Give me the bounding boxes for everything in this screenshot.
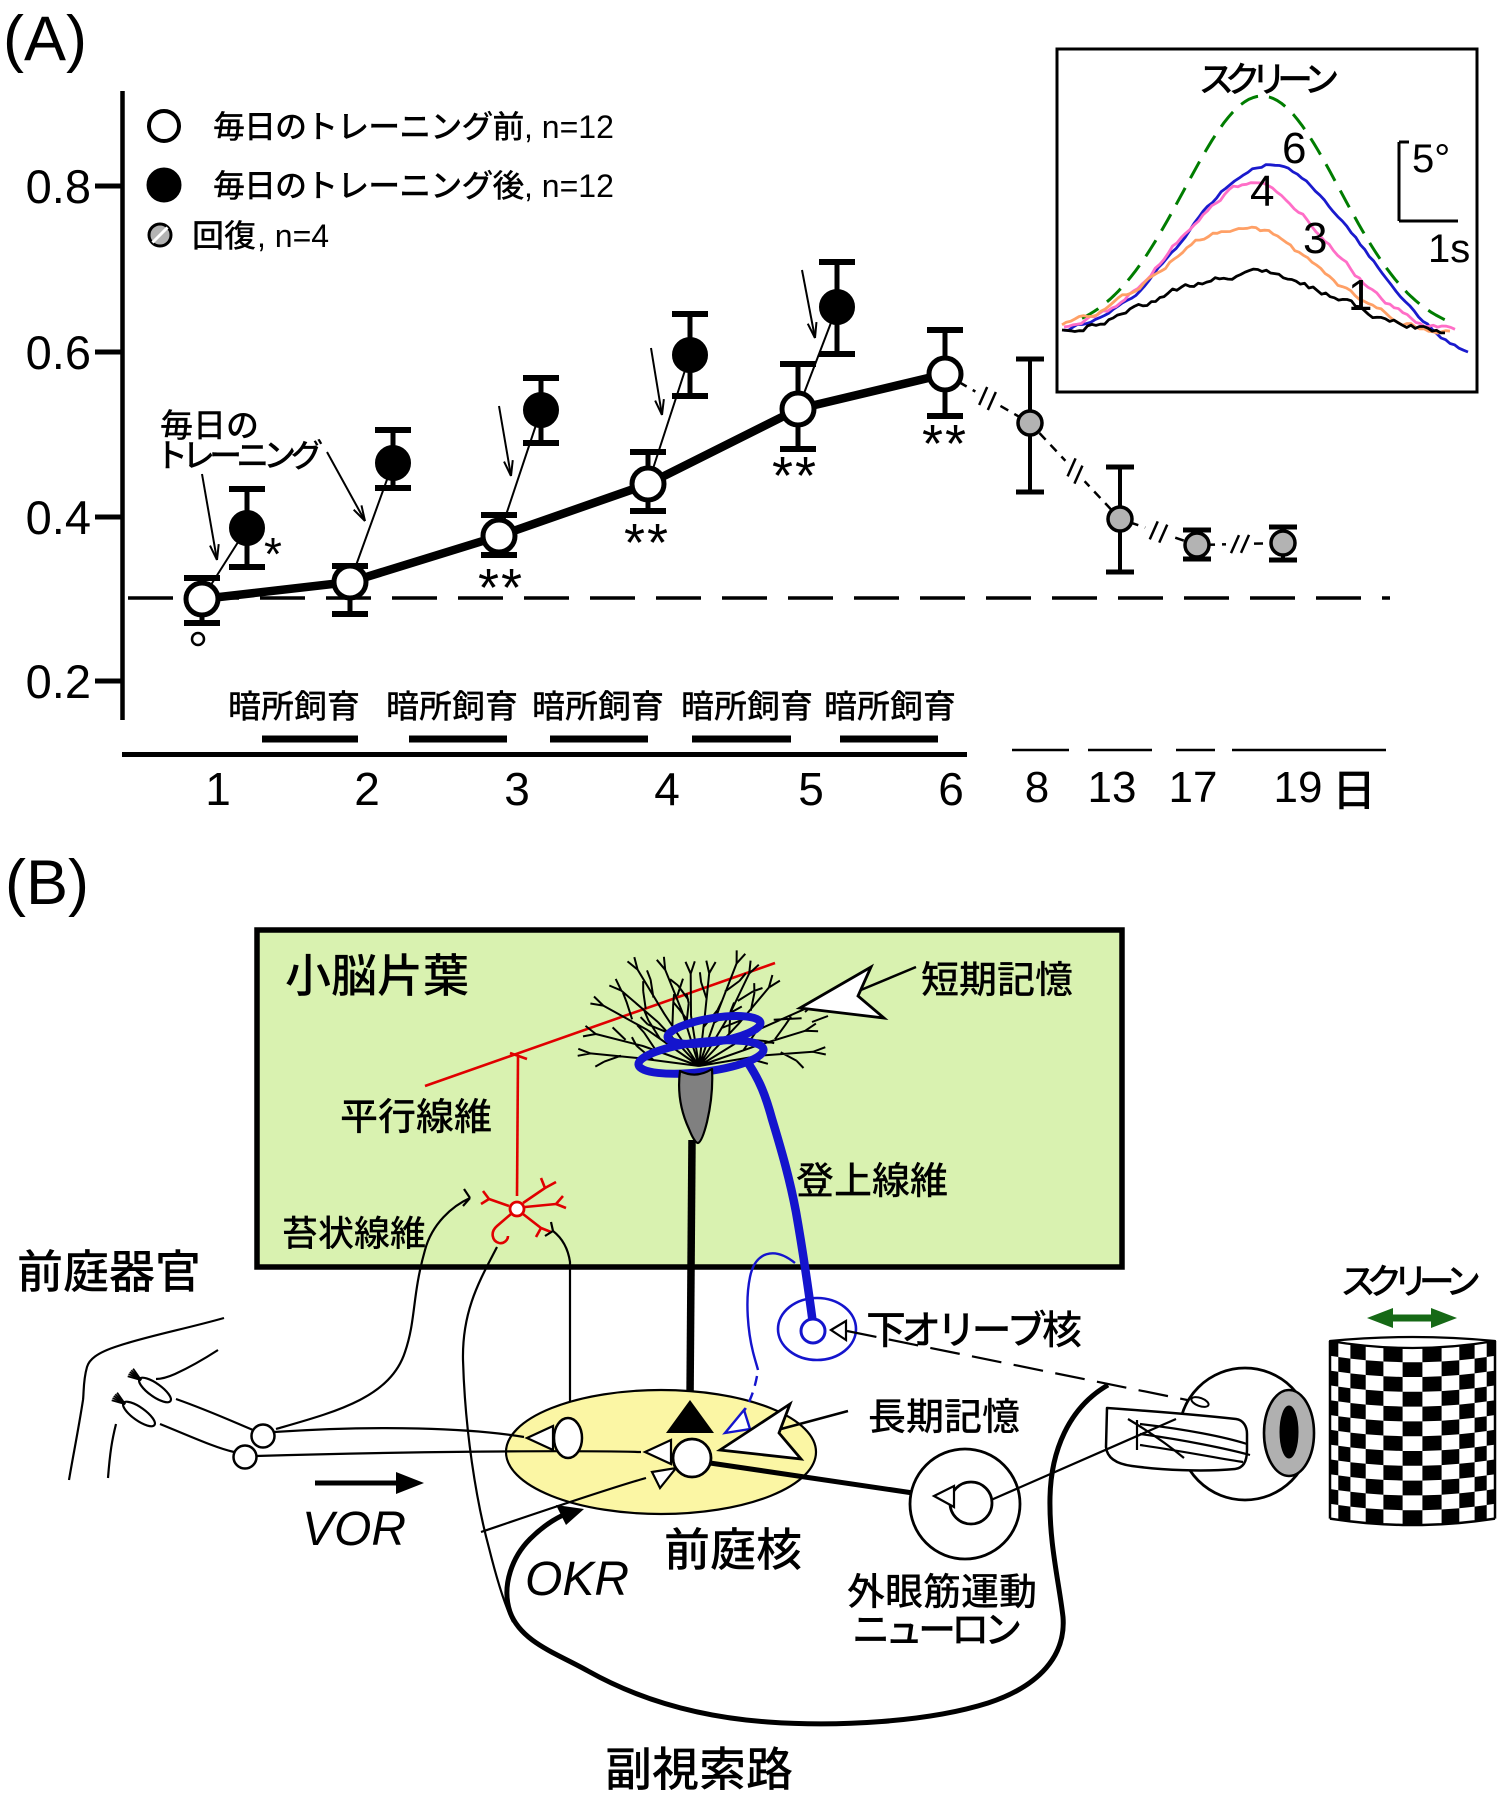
svg-text:6: 6: [938, 763, 964, 815]
svg-text:0.6: 0.6: [26, 326, 91, 379]
svg-text:3: 3: [1303, 214, 1327, 263]
svg-text:**: **: [478, 558, 524, 618]
svg-text:, n=12: , n=12: [524, 168, 614, 204]
svg-text:4: 4: [1250, 167, 1274, 216]
svg-text:1: 1: [1348, 271, 1372, 320]
svg-text:**: **: [624, 513, 670, 573]
svg-text:, n=4: , n=4: [257, 218, 329, 254]
svg-text:8: 8: [1025, 763, 1049, 812]
svg-text:OKR: OKR: [525, 1553, 629, 1606]
svg-text:**: **: [922, 414, 968, 474]
svg-text:4: 4: [654, 763, 680, 815]
svg-text:13: 13: [1088, 763, 1137, 812]
svg-text:0.4: 0.4: [26, 491, 91, 544]
svg-text:2: 2: [354, 763, 380, 815]
svg-text:, n=12: , n=12: [524, 109, 614, 145]
svg-text:1s: 1s: [1428, 227, 1470, 271]
svg-text:19: 19: [1274, 763, 1323, 812]
svg-text:*: *: [264, 528, 282, 580]
svg-text:6: 6: [1282, 124, 1306, 173]
svg-text:0.8: 0.8: [26, 160, 91, 213]
svg-text:VOR: VOR: [302, 1503, 406, 1556]
svg-text:1: 1: [205, 763, 231, 815]
svg-text:**: **: [772, 446, 818, 506]
svg-text:(B): (B): [5, 848, 89, 918]
svg-text:5°: 5°: [1412, 137, 1450, 181]
svg-text:17: 17: [1169, 763, 1218, 812]
svg-text:5: 5: [798, 763, 824, 815]
svg-text:(A): (A): [3, 4, 87, 74]
svg-text:3: 3: [504, 763, 530, 815]
svg-text:0.2: 0.2: [26, 655, 91, 708]
